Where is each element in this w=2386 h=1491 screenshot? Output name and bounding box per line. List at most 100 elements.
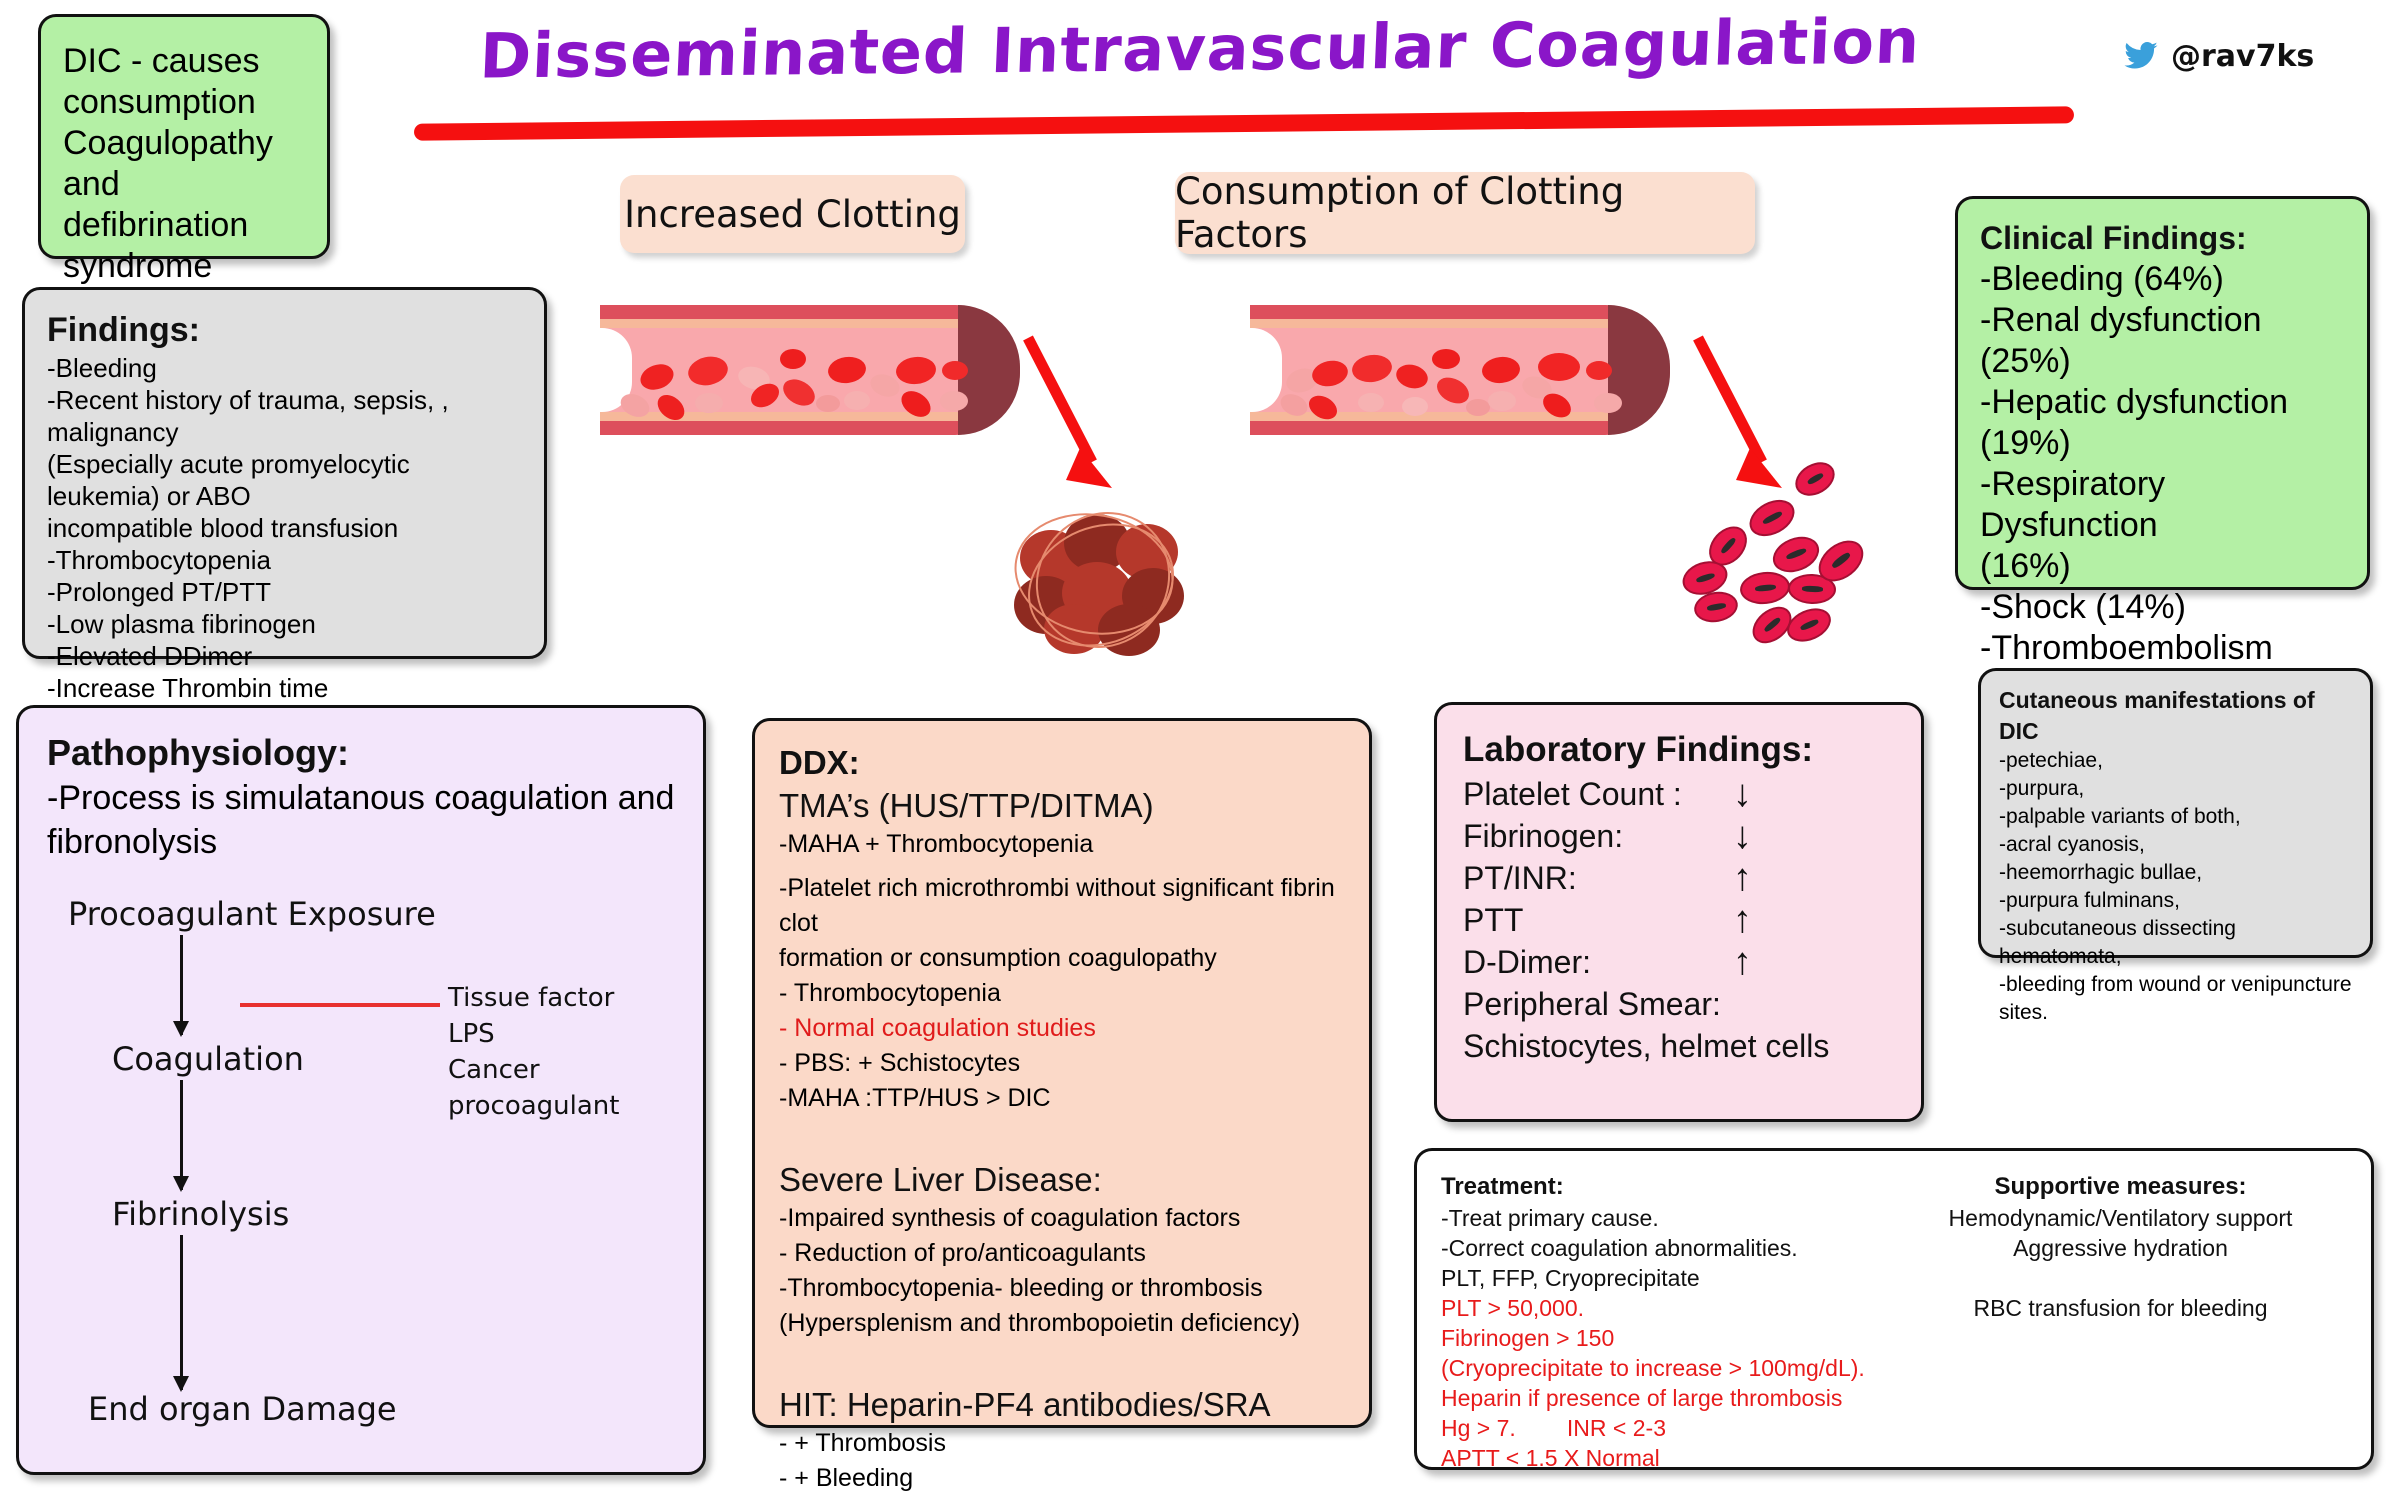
flow-arrow-1 bbox=[173, 935, 189, 1037]
findings-item: -Elevated DDimer bbox=[47, 641, 253, 671]
lab-row: Platelet Count : ↓ bbox=[1463, 773, 1895, 815]
ddx-section1-list: -MAHA + Thrombocytopenia -Platelet rich … bbox=[779, 827, 1345, 1116]
ddx-item: - Reduction of pro/anticoagulants bbox=[779, 1239, 1146, 1267]
cutaneous-item: -subcutaneous dissecting hematomata, bbox=[1999, 917, 2236, 968]
arrow-to-schistocytes-icon bbox=[1693, 335, 1782, 488]
treatment-heading: Treatment: bbox=[1441, 1173, 1564, 1200]
cutaneous-item: -bleeding from wound or venipuncture bbox=[1999, 973, 2352, 996]
twitter-handle: @rav7ks bbox=[2171, 38, 2315, 74]
ddx-section2-list: -Impaired synthesis of coagulation facto… bbox=[779, 1201, 1345, 1341]
ddx-item: - + Bleeding bbox=[779, 1464, 914, 1491]
cutaneous-item: -heemorrhagic bullae, bbox=[1999, 861, 2203, 884]
clinical-findings-item: -Respiratory Dysfunction bbox=[1980, 465, 2166, 544]
supportive-measures-column: Supportive measures: Hemodynamic/Ventila… bbox=[1894, 1171, 2347, 1473]
blood-vessel-left bbox=[598, 305, 1020, 435]
annotation-connector-line bbox=[240, 1003, 440, 1007]
ddx-item: -Platelet rich microthrombi without sign… bbox=[779, 874, 1335, 937]
dic-definition-text: DIC - causes consumption Coagulopathy an… bbox=[63, 35, 305, 287]
pathophysiology-subtitle-line: -Process is simulatanous coagulation and bbox=[47, 779, 675, 817]
treatment-item: PLT, FFP, Cryoprecipitate bbox=[1441, 1265, 1700, 1291]
treatment-box: Treatment: -Treat primary cause. -Correc… bbox=[1414, 1148, 2374, 1473]
ddx-item: formation or consumption coagulopathy bbox=[779, 944, 1217, 972]
pathophysiology-annotations: Tissue factor LPS Cancer procoagulant bbox=[448, 980, 619, 1124]
cutaneous-manifestations-box: Cutaneous manifestations of DIC -petechi… bbox=[1978, 668, 2373, 1024]
flow-node-procoagulant-exposure: Procoagulant Exposure bbox=[68, 895, 436, 933]
cutaneous-item: -purpura, bbox=[1999, 777, 2085, 800]
pathophysiology-heading: Pathophysiology: bbox=[47, 730, 675, 776]
arrow-to-clot-icon bbox=[1023, 335, 1112, 488]
supportive-measures-heading: Supportive measures: bbox=[1994, 1173, 2247, 1200]
treatment-black-list: -Treat primary cause. -Correct coagulati… bbox=[1441, 1203, 1894, 1293]
ddx-item: -MAHA :TTP/HUS > DIC bbox=[779, 1084, 1051, 1112]
cutaneous-item: -purpura fulminans, bbox=[1999, 889, 2180, 912]
lab-row-label: Fibrinogen: bbox=[1463, 818, 1624, 854]
lab-row-arrow-up-icon: ↑ bbox=[1733, 941, 1752, 983]
dic-line: syndrome bbox=[63, 247, 213, 285]
ddx-item: (Hypersplenism and thrombopoietin defici… bbox=[779, 1309, 1301, 1337]
treatment-item: -Treat primary cause. bbox=[1441, 1205, 1659, 1231]
label-increased-clotting-text: Increased Clotting bbox=[624, 192, 961, 236]
twitter-credit: @rav7ks bbox=[2120, 38, 2314, 74]
ddx-item: - + Thrombosis bbox=[779, 1429, 946, 1457]
cutaneous-item: -petechiae, bbox=[1999, 749, 2103, 772]
label-consumption-clotting-factors: Consumption of Clotting Factors bbox=[1175, 170, 1755, 256]
findings-item: -Prolonged PT/PTT bbox=[47, 577, 271, 607]
label-increased-clotting: Increased Clotting bbox=[620, 175, 965, 253]
pathophysiology-heading-colon: : bbox=[337, 732, 350, 773]
clinical-findings-heading: Clinical Findings: bbox=[1980, 220, 2247, 256]
pathophysiology-subtitle: -Process is simulatanous coagulation and… bbox=[47, 776, 675, 864]
findings-heading-text: Findings bbox=[47, 311, 189, 349]
annotation-item: LPS bbox=[448, 1019, 495, 1049]
lab-row: PT/INR: ↑ bbox=[1463, 857, 1895, 899]
annotation-item: procoagulant bbox=[448, 1091, 620, 1121]
treatment-target-item: Hg > 7. INR < 2-3 bbox=[1441, 1415, 1666, 1441]
flow-arrow-2 bbox=[173, 1080, 189, 1192]
flow-node-fibrinolysis: Fibrinolysis bbox=[112, 1195, 290, 1233]
peripheral-smear-value: Schistocytes, helmet cells bbox=[1463, 1028, 1830, 1064]
schistocytes-illustration bbox=[1678, 455, 1890, 651]
blood-vessel-right bbox=[1248, 305, 1670, 435]
clinical-findings-box: Clinical Findings: -Bleeding (64%) -Rena… bbox=[1955, 196, 2370, 749]
dic-definition-box: DIC - causes consumption Coagulopathy an… bbox=[38, 14, 330, 285]
lab-row-arrow-up-icon: ↑ bbox=[1733, 899, 1752, 941]
clinical-findings-item: -Renal dysfunction (25%) bbox=[1980, 301, 2262, 380]
lab-row-label: D-Dimer: bbox=[1463, 944, 1591, 980]
lab-row-label: PTT bbox=[1463, 902, 1524, 938]
ddx-section3-list: - + Thrombosis - + Bleeding bbox=[779, 1426, 1345, 1491]
supportive-item: Aggressive hydration bbox=[2013, 1235, 2228, 1261]
ddx-item-highlighted: - Normal coagulation studies bbox=[779, 1014, 1096, 1042]
page-title: Disseminated Intravascular Coagulation bbox=[478, 4, 1922, 93]
clinical-findings-item: -Bleeding (64%) bbox=[1980, 260, 2224, 298]
cutaneous-item: -palpable variants of both, bbox=[1999, 805, 2241, 828]
findings-item: incompatible blood transfusion bbox=[47, 513, 399, 543]
findings-item: -Low plasma fibrinogen bbox=[47, 609, 316, 639]
treatment-target-item: APTT < 1.5 X Normal bbox=[1441, 1445, 1660, 1471]
ddx-box: DDX: TMA’s (HUS/TTP/DITMA) -MAHA + Throm… bbox=[752, 718, 1372, 1491]
annotation-item: Tissue factor bbox=[448, 983, 615, 1013]
lab-row-arrow-down-icon: ↓ bbox=[1733, 773, 1752, 815]
findings-heading-colon: : bbox=[188, 311, 200, 349]
laboratory-heading: Laboratory Findings: bbox=[1463, 730, 1813, 769]
ddx-item: - PBS: + Schistocytes bbox=[779, 1049, 1021, 1077]
cutaneous-item: -acral cyanosis, bbox=[1999, 833, 2145, 856]
lab-row: D-Dimer: ↑ bbox=[1463, 941, 1895, 983]
findings-item: -Thrombocytopenia bbox=[47, 545, 271, 575]
laboratory-rows: Platelet Count : ↓ Fibrinogen: ↓ PT/INR:… bbox=[1463, 773, 1895, 1067]
lab-row-label: Platelet Count : bbox=[1463, 776, 1682, 812]
dic-line: consumption bbox=[63, 83, 256, 121]
supportive-item-spacer bbox=[1894, 1263, 2347, 1293]
findings-item: -Increase Thrombin time bbox=[47, 673, 329, 703]
treatment-target-item: Fibrinogen > 150 bbox=[1441, 1325, 1615, 1351]
laboratory-findings-box: Laboratory Findings: Platelet Count : ↓ … bbox=[1434, 702, 1924, 1122]
twitter-bird-icon bbox=[2120, 38, 2162, 74]
ddx-item: -Impaired synthesis of coagulation facto… bbox=[779, 1204, 1241, 1232]
lab-row: PTT ↑ bbox=[1463, 899, 1895, 941]
lab-row: Fibrinogen: ↓ bbox=[1463, 815, 1895, 857]
clinical-findings-item: (16%) bbox=[1980, 547, 2071, 585]
ddx-section2-title: Severe Liver Disease: bbox=[779, 1161, 1102, 1198]
lab-row-label: PT/INR: bbox=[1463, 860, 1577, 896]
findings-box: Findings: -Bleeding -Recent history of t… bbox=[22, 287, 547, 799]
treatment-red-list: PLT > 50,000. Fibrinogen > 150 (Cryoprec… bbox=[1441, 1293, 1894, 1473]
pathophysiology-subtitle-line: fibronolysis bbox=[47, 823, 218, 861]
ddx-item: -Thrombocytopenia- bleeding or thrombosi… bbox=[779, 1274, 1263, 1302]
